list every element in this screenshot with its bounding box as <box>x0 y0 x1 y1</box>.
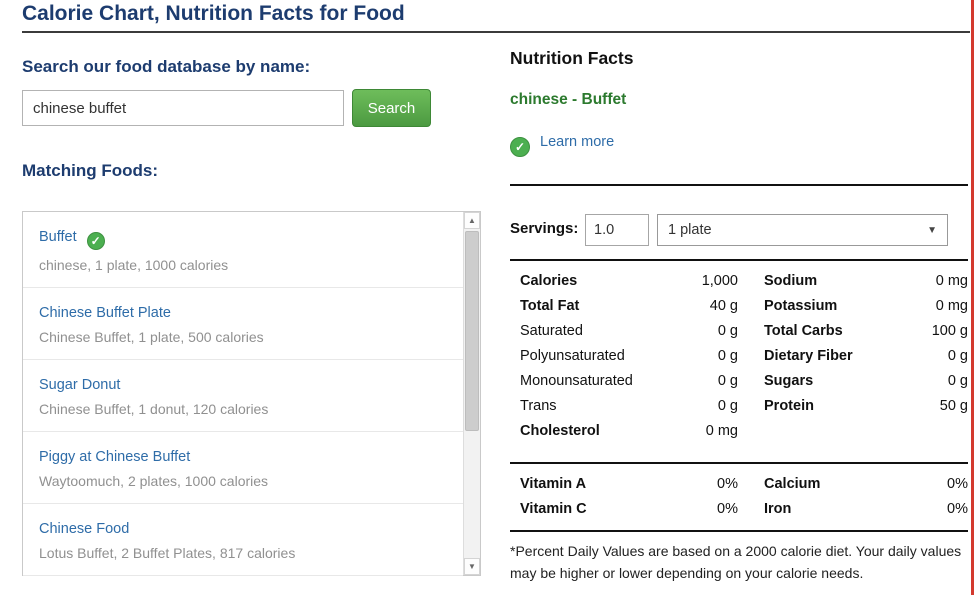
servings-input[interactable] <box>585 214 649 246</box>
nutrition-facts-heading: Nutrition Facts <box>510 48 634 68</box>
selected-food-name: chinese - Buffet <box>510 91 627 108</box>
serving-size-value: 1 plate <box>668 222 712 238</box>
food-link[interactable]: Piggy at Chinese Buffet <box>39 449 191 465</box>
list-item: Buffet ✓ chinese, 1 plate, 1000 calories <box>23 212 463 288</box>
nutrient-value: 0 g <box>947 373 968 389</box>
list-item: Chinese Food Lotus Buffet, 2 Buffet Plat… <box>23 504 463 576</box>
nutrient-label: Saturated <box>520 323 583 339</box>
nutrient-label <box>764 419 882 444</box>
nutrient-label: Dietary Fiber <box>764 348 853 364</box>
matching-heading: Matching Foods: <box>22 161 158 180</box>
nutrient-value: 0 mg <box>935 273 968 289</box>
nutrient-label: Polyunsaturated <box>520 348 625 364</box>
nutrient-label: Calories <box>520 273 578 289</box>
verified-check-icon: ✓ <box>86 232 105 250</box>
serving-size-select[interactable]: 1 plate ▼ <box>657 214 948 246</box>
nutrient-label: Potassium <box>764 298 838 314</box>
page-edge-accent <box>971 0 974 595</box>
nutrient-value: 0 mg <box>705 423 738 439</box>
nutrient-label: Cholesterol <box>520 423 600 439</box>
title-divider <box>22 31 970 33</box>
vitamin-table: Vitamin A 0% Calcium 0% Vitamin C 0% Iro… <box>510 472 968 522</box>
scrollbar-track[interactable]: ▲ ▼ <box>463 212 480 575</box>
nutrient-value: 0 g <box>717 348 738 364</box>
servings-label: Servings: <box>510 220 579 237</box>
divider <box>510 530 968 532</box>
nutrient-value: 40 g <box>709 298 738 314</box>
food-detail: Chinese Buffet, 1 donut, 120 calories <box>39 401 269 417</box>
food-link[interactable]: Chinese Food <box>39 521 130 537</box>
nutrient-value: 0% <box>717 476 738 492</box>
list-item: Chinese Buffet Plate Chinese Buffet, 1 p… <box>23 288 463 360</box>
nutrient-label: Sodium <box>764 273 818 289</box>
nutrient-value: 0 mg <box>935 298 968 314</box>
page-title: Calorie Chart, Nutrition Facts for Food <box>22 2 405 25</box>
nutrient-label: Total Fat <box>520 298 580 314</box>
chevron-down-icon: ▼ <box>927 225 937 236</box>
nutrient-value: 0 g <box>717 373 738 389</box>
nutrient-label: Trans <box>520 398 557 414</box>
nutrient-value: 0 g <box>947 348 968 364</box>
nutrient-value: 0% <box>947 476 968 492</box>
verified-check-icon: ✓ <box>510 137 530 157</box>
servings-row: Servings: 1 plate ▼ <box>510 214 968 248</box>
food-detail: chinese, 1 plate, 1000 calories <box>39 257 229 273</box>
nutrient-value: 100 g <box>931 323 968 339</box>
food-link[interactable]: Buffet <box>39 229 77 245</box>
food-link[interactable]: Sugar Donut <box>39 377 121 393</box>
divider <box>510 462 968 464</box>
scrollbar-up-button[interactable]: ▲ <box>464 212 480 229</box>
food-link[interactable]: Chinese Buffet Plate <box>39 305 171 321</box>
nutrient-value: 0 g <box>717 323 738 339</box>
food-detail: Lotus Buffet, 2 Buffet Plates, 817 calor… <box>39 545 296 561</box>
nutrient-label: Iron <box>764 501 792 517</box>
search-input[interactable] <box>22 90 344 126</box>
nutrient-label: Protein <box>764 398 814 414</box>
nutrient-label: Vitamin A <box>520 476 587 492</box>
food-list: Buffet ✓ chinese, 1 plate, 1000 calories … <box>22 211 481 576</box>
scrollbar-thumb[interactable] <box>465 231 479 431</box>
search-heading: Search our food database by name: <box>22 57 311 76</box>
nutrient-label: Total Carbs <box>764 323 843 339</box>
food-detail: Waytoomuch, 2 plates, 1000 calories <box>39 473 269 489</box>
nutrient-label: Sugars <box>764 373 814 389</box>
food-detail: Chinese Buffet, 1 plate, 500 calories <box>39 329 264 345</box>
nutrient-value: 0% <box>947 501 968 517</box>
daily-values-footnote: *Percent Daily Values are based on a 200… <box>510 543 962 581</box>
nutrition-table: Calories 1,000 Sodium 0 mg Total Fat 40 … <box>510 269 968 444</box>
nutrient-value: 0% <box>717 501 738 517</box>
scrollbar-down-button[interactable]: ▼ <box>464 558 480 575</box>
list-item: Sugar Donut Chinese Buffet, 1 donut, 120… <box>23 360 463 432</box>
nutrient-label: Calcium <box>764 476 821 492</box>
nutrient-value: 1,000 <box>701 273 738 289</box>
divider <box>510 184 968 186</box>
nutrient-label: Monounsaturated <box>520 373 633 389</box>
divider <box>510 259 968 261</box>
learn-more-row: ✓ Learn more <box>510 134 614 157</box>
list-item: Piggy at Chinese Buffet Waytoomuch, 2 pl… <box>23 432 463 504</box>
nutrient-value <box>882 419 968 444</box>
nutrient-value: 50 g <box>939 398 968 414</box>
nutrient-label: Vitamin C <box>520 501 587 517</box>
nutrient-value: 0 g <box>717 398 738 414</box>
learn-more-link[interactable]: Learn more <box>540 134 615 150</box>
search-button[interactable]: Search <box>352 89 431 127</box>
